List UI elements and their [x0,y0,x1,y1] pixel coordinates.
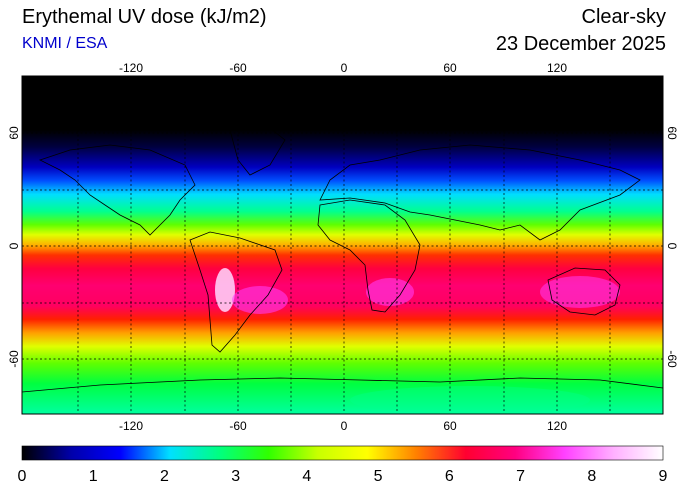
south-america-hotspot [232,286,288,314]
bottom-lon-label: -60 [229,419,247,433]
top-lon-labels: -120 -60 0 60 120 [119,61,567,75]
uv-field [22,76,663,414]
bottom-lon-label: 0 [341,419,348,433]
map-title: Erythemal UV dose (kJ/m2) [22,6,267,28]
southern-africa-hotspot [366,278,414,306]
sky-condition: Clear-sky [581,6,666,28]
bottom-lon-label: 120 [547,419,567,433]
right-lat-label: 60 [665,126,679,140]
right-lat-label: -60 [665,350,679,368]
map-border [21,75,664,415]
colorbar-tick-label: 9 [659,468,668,485]
map-date: 23 December 2025 [495,33,666,55]
colorbar-tick-label: 7 [516,468,525,485]
antarctica-coast [22,377,663,393]
map-source: KNMI / ESA [22,35,108,52]
coastlines [22,127,663,393]
andes-hotspot [215,268,235,312]
left-lat-label: 0 [7,242,21,249]
australia-coast [547,267,621,316]
right-lat-labels: 60 0 -60 [665,126,679,368]
bottom-lon-labels: -120 -60 0 60 120 [119,419,567,433]
colorbar-ramp [21,445,664,461]
colorbar-tick-label: 8 [587,468,596,485]
colorbar-tick-label: 1 [89,468,98,485]
colorbar-tick-label: 5 [374,468,383,485]
colorbar-tick-label: 6 [445,468,454,485]
colorbar-tick-label: 4 [302,468,311,485]
left-lat-label: 60 [7,126,21,140]
colorbar-tick-labels: 0 1 2 3 4 5 6 7 8 9 [18,468,668,485]
graticule [22,76,663,414]
left-lat-labels: 60 0 -60 [7,126,21,368]
uv-hotspots [215,268,620,414]
south-america-coast [189,231,283,353]
colorbar-tick-label: 0 [18,468,27,485]
greenland-coast [229,127,286,176]
bottom-lon-label: -120 [119,419,143,433]
top-lon-label: 60 [443,61,457,75]
colorbar: 0 1 2 3 4 5 6 7 8 9 [18,445,668,485]
top-lon-label: -60 [229,61,247,75]
colorbar-tick-label: 2 [160,468,169,485]
top-lon-label: 120 [547,61,567,75]
right-lat-label: 0 [665,243,679,250]
australia-hotspot [540,276,620,308]
map-frame [21,75,664,415]
top-lon-label: -120 [119,61,143,75]
colorbar-tick-label: 3 [231,468,240,485]
africa-coast [317,199,421,313]
bottom-lon-label: 60 [443,419,457,433]
eurasia-coast [319,144,641,241]
antarctic-plateau-high [350,386,590,414]
left-lat-label: -60 [7,350,21,368]
top-lon-label: 0 [341,61,348,75]
